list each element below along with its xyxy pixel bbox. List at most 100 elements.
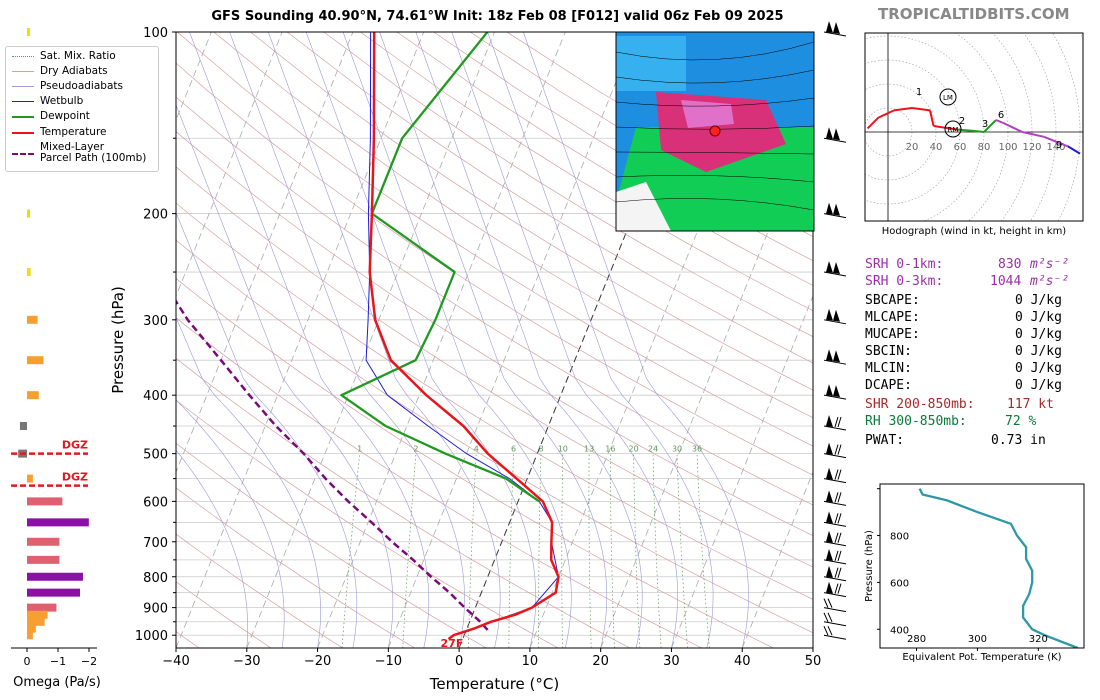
rh-value: 72 % xyxy=(1005,414,1037,429)
wind-barb-flag xyxy=(834,583,839,594)
dry-adiabat-line xyxy=(176,357,630,648)
wind-barb-flag xyxy=(834,444,839,455)
omega-bar xyxy=(27,518,89,527)
omega-bar xyxy=(27,474,33,483)
wind-barb xyxy=(823,598,847,613)
rh-label: RH 300-850mb: xyxy=(865,414,967,429)
isotherm-line xyxy=(317,32,566,648)
mixing-ratio-line xyxy=(676,453,688,648)
wind-barb xyxy=(823,490,847,506)
x-tick-label: 10 xyxy=(522,654,539,669)
omega-bar xyxy=(27,610,48,619)
wind-barb-flag xyxy=(837,550,842,561)
y-tick-label: 800 xyxy=(143,571,168,586)
wind-barb-staff xyxy=(823,521,847,527)
mlcin-label: MLCIN: xyxy=(865,361,912,376)
x-tick-label: 0 xyxy=(455,654,463,669)
hodograph-ring-label: 20 xyxy=(906,142,919,153)
pwat-value: 0.73 in xyxy=(991,433,1046,448)
omega-bar xyxy=(27,624,36,633)
omega-axis-label: Omega (Pa/s) xyxy=(13,675,101,690)
wind-barb-staff xyxy=(823,359,847,365)
dcape-value: 0 J/kg xyxy=(1015,378,1062,393)
sbcin-row: SBCIN: 0 J/kg xyxy=(865,343,1062,360)
x-tick-label: 20 xyxy=(592,654,609,669)
pseudoadiabat-line xyxy=(268,32,501,648)
dry-adiabat-line xyxy=(176,317,702,648)
omega-bar xyxy=(27,315,38,324)
wind-barb-flag xyxy=(823,626,829,636)
legend-swatch-temperature xyxy=(12,132,34,134)
theta-e-plot-area xyxy=(918,488,1079,648)
wind-barb-pennant xyxy=(833,385,840,398)
dry-adiabat-line xyxy=(176,581,272,648)
srh-1km-value: 830 xyxy=(998,257,1022,272)
dry-adiabat-line xyxy=(250,32,813,391)
wind-barb-pennant xyxy=(833,309,840,322)
wind-barb xyxy=(823,202,847,219)
isotherm-line xyxy=(246,32,495,648)
theta-e-x-axis-label: Equivalent Pot. Temperature (K) xyxy=(902,652,1061,663)
hodograph-trace-segment xyxy=(941,126,958,131)
pseudoadiabat-line xyxy=(342,32,572,648)
brand-logo: TROPICALTIDBITS.COM xyxy=(878,5,1070,23)
legend-swatch-wetbulb xyxy=(12,101,34,102)
map-isobar xyxy=(615,97,815,107)
wind-barb xyxy=(823,127,847,143)
pwat-row: PWAT: 0.73 in xyxy=(865,432,1046,449)
hodograph-height-label: 2 xyxy=(959,116,965,127)
dry-adiabat-line xyxy=(176,278,774,648)
pseudoadiabat-line xyxy=(229,32,465,648)
hodograph-trace-segment xyxy=(877,109,895,119)
hodograph-height-label: 6 xyxy=(998,110,1004,121)
theta-e-x-tick-label: 300 xyxy=(968,634,987,645)
wind-barb-pennant xyxy=(826,308,833,321)
mixing-ratio-label: 16 xyxy=(605,445,615,454)
dry-adiabat-line xyxy=(176,32,813,447)
y-tick-label: 100 xyxy=(143,26,168,41)
mixing-ratio-line xyxy=(341,453,361,648)
srh-3km-row: SRH 0-3km: 1044 m²s⁻² xyxy=(865,273,1069,290)
wind-barb-staff xyxy=(823,592,847,598)
mixing-ratio-label: 30 xyxy=(672,445,682,454)
sbcape-value: 0 J/kg xyxy=(1015,293,1062,308)
legend-label-mixing-ratio: Sat. Mix. Ratio xyxy=(40,50,116,62)
wind-barb-staff xyxy=(823,607,847,613)
theta-e-y-tick-label: 800 xyxy=(890,532,909,543)
wind-barb-pennant xyxy=(833,350,840,363)
omega-tick-label: −1 xyxy=(50,655,66,668)
dry-adiabat-line xyxy=(213,32,813,419)
hodograph-ring-label: 80 xyxy=(978,142,991,153)
mixing-ratio-line xyxy=(633,453,641,648)
legend-label-temperature: Temperature xyxy=(40,126,107,138)
wind-barb-pennant xyxy=(826,127,833,140)
mixing-ratio-label: 4 xyxy=(474,445,479,454)
dry-adiabat-line xyxy=(176,442,487,648)
omega-bar xyxy=(27,497,63,506)
map-isobar xyxy=(615,151,815,155)
mixing-ratio-label: 10 xyxy=(558,445,568,454)
dcape-label: DCAPE: xyxy=(865,378,912,393)
mlcin-row: MLCIN: 0 J/kg xyxy=(865,360,1062,377)
pseudoadiabat-line xyxy=(451,32,679,648)
wind-barb-flag xyxy=(837,492,842,503)
rh-row: RH 300-850mb: 72 % xyxy=(865,413,1036,430)
wind-barb-staff xyxy=(823,31,847,37)
map-location-marker xyxy=(709,125,721,137)
wind-barb xyxy=(823,261,847,277)
mixing-ratio-label: 1 xyxy=(357,445,362,454)
srh-1km-label: SRH 0-1km: xyxy=(865,257,944,272)
dcape-row: DCAPE: 0 J/kg xyxy=(865,377,1062,394)
omega-bar xyxy=(27,356,44,365)
dry-adiabat-line xyxy=(396,32,813,286)
omega-bar xyxy=(27,603,57,612)
wind-barb-staff xyxy=(823,271,847,277)
mucape-label: MUCAPE: xyxy=(865,327,920,342)
wind-barb xyxy=(823,612,847,627)
hodograph-height-label: 9 xyxy=(1056,140,1062,151)
wind-barb-flag xyxy=(827,612,833,622)
mixing-ratio-line xyxy=(588,453,592,648)
y-axis-label: Pressure (hPa) xyxy=(109,286,127,394)
